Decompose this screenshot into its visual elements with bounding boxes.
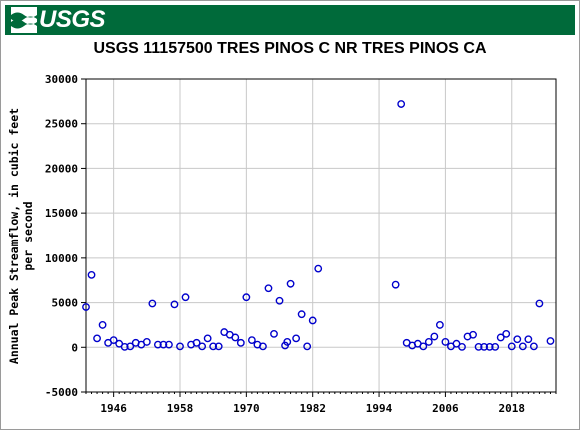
data-point [485, 342, 494, 351]
data-point [264, 284, 273, 293]
data-point [109, 336, 118, 345]
data-points [82, 100, 555, 351]
usgs-logo[interactable]: USGS [11, 6, 106, 33]
x-tick-label: 1982 [299, 402, 326, 415]
axes: -5000 0 5000 10000 15000 20000 25000 30000 1946 1… [45, 73, 557, 415]
data-point [259, 342, 267, 351]
data-point [286, 279, 295, 288]
data-point [469, 330, 477, 339]
data-point [87, 270, 96, 279]
chart-title: USGS 11157500 TRES PINOS C NR TRES PINOS… [93, 40, 487, 57]
data-point [297, 310, 306, 319]
data-point [474, 342, 483, 351]
y-tick-label: 30000 [45, 73, 78, 86]
data-point [270, 329, 278, 338]
data-point [192, 338, 201, 347]
data-point [153, 340, 162, 349]
data-point [430, 332, 439, 341]
data-point [435, 321, 444, 329]
data-point [441, 338, 450, 346]
data-point [198, 342, 207, 351]
y-tick-label: 20000 [45, 162, 78, 175]
data-point [314, 264, 323, 273]
data-point [115, 339, 124, 348]
data-point [283, 338, 292, 346]
data-point [424, 338, 433, 346]
data-point [275, 296, 284, 305]
plot-border [85, 78, 557, 393]
usgs-banner: USGS [5, 5, 575, 35]
data-point [546, 337, 555, 345]
data-point [142, 338, 151, 346]
data-point [126, 342, 135, 351]
y-tick-label: 10000 [45, 252, 78, 265]
y-tick-label: 5000 [52, 297, 79, 310]
grid-lines [86, 79, 556, 392]
data-point [203, 334, 212, 343]
data-point [93, 334, 101, 343]
data-point [480, 342, 489, 351]
y-tick-label: 15000 [45, 207, 78, 220]
data-point [308, 316, 317, 325]
data-point [529, 342, 538, 351]
y-tick-label: 0 [71, 341, 78, 354]
data-point [242, 293, 251, 302]
data-point [524, 335, 533, 344]
x-tick-label: 2018 [499, 402, 526, 415]
data-point [236, 338, 245, 347]
data-point [518, 342, 527, 351]
data-point [303, 342, 312, 351]
x-tick-label: 1970 [233, 402, 260, 415]
data-point [176, 342, 184, 351]
data-point [209, 342, 218, 351]
data-point [452, 339, 461, 348]
data-point [82, 303, 90, 311]
y-axis-title-line-1: Annual Peak Streamflow, in cubic feet [7, 108, 21, 364]
data-point [535, 299, 544, 308]
data-point [507, 342, 516, 351]
data-point [502, 329, 511, 338]
data-point [120, 342, 129, 351]
data-point [496, 333, 505, 342]
y-tick-label: 25000 [45, 118, 78, 131]
data-point [247, 336, 256, 345]
data-point [165, 340, 173, 349]
usgs-wave-icon [11, 7, 37, 33]
data-point [391, 280, 400, 289]
data-point [181, 293, 190, 302]
data-point [458, 342, 466, 351]
usgs-logo-text: USGS [39, 6, 106, 33]
data-point [292, 334, 301, 343]
data-point [397, 100, 406, 108]
y-axis-title-line-2: per second [21, 201, 35, 270]
x-tick-label: 1994 [366, 402, 393, 415]
data-point [419, 342, 428, 351]
y-tick-label: -5000 [45, 386, 78, 399]
data-point [170, 300, 179, 309]
data-point [148, 299, 157, 308]
data-point [98, 321, 107, 329]
x-tick-label: 1946 [100, 402, 127, 415]
data-point [491, 342, 500, 351]
data-point [513, 335, 522, 344]
x-tick-label: 1958 [167, 402, 194, 415]
data-point [231, 333, 240, 342]
x-tick-label: 2006 [432, 402, 459, 415]
data-point [159, 340, 168, 349]
data-point [214, 342, 223, 351]
